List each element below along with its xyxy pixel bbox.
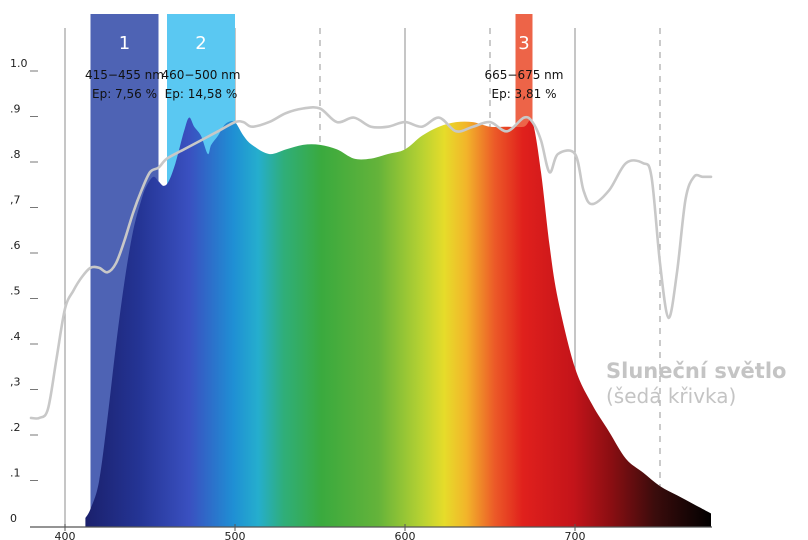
band-3-ep-label: Ep: 3,81 %: [492, 87, 557, 101]
band-1-ep-label: Ep: 7,56 %: [92, 87, 157, 101]
y-tick-label: .4: [10, 330, 21, 343]
band-3-number: 3: [518, 33, 529, 54]
x-tick-label: 400: [55, 530, 76, 540]
y-tick-label: ,7: [10, 194, 21, 207]
y-tick-label: .6: [10, 239, 21, 252]
x-tick-label: 600: [395, 530, 416, 540]
x-axis-ticks: 400 500 600 700: [55, 524, 586, 540]
x-tick-label: 700: [565, 530, 586, 540]
y-tick-label: .2: [10, 421, 21, 434]
band-1-range-label: 415−455 nm: [85, 68, 164, 82]
legend-subtitle: (šedá křivka): [606, 384, 736, 408]
x-tick-label: 500: [225, 530, 246, 540]
y-tick-label: .9: [10, 103, 21, 116]
band-3-range-label: 665−675 nm: [485, 68, 564, 82]
y-tick-label: 1.0: [10, 57, 28, 70]
y-tick-label: .1: [10, 467, 21, 480]
sunlight-curve: [29, 105, 713, 420]
legend-title: Sluneční světlo: [606, 359, 786, 383]
y-tick-label: .8: [10, 148, 21, 161]
band-2-range-label: 460−500 nm: [162, 68, 241, 82]
y-axis-dashes: [30, 70, 38, 481]
band-1-number: 1: [119, 33, 130, 54]
y-axis-ticks: 0 .1 .2 ,3 .4 .5 .6 ,7 .8 .9 1.0: [10, 57, 28, 525]
band-labels: 1 415−455 nm Ep: 7,56 % 2 460−500 nm Ep: 14,5…: [85, 33, 563, 101]
y-tick-label: ,3: [10, 376, 21, 389]
spectrum-area: [85, 117, 711, 527]
band-2-ep-label: Ep: 14,58 %: [165, 87, 238, 101]
band-2-number: 2: [195, 33, 206, 54]
y-tick-label: .5: [10, 285, 21, 298]
y-tick-label: 0: [10, 512, 17, 525]
